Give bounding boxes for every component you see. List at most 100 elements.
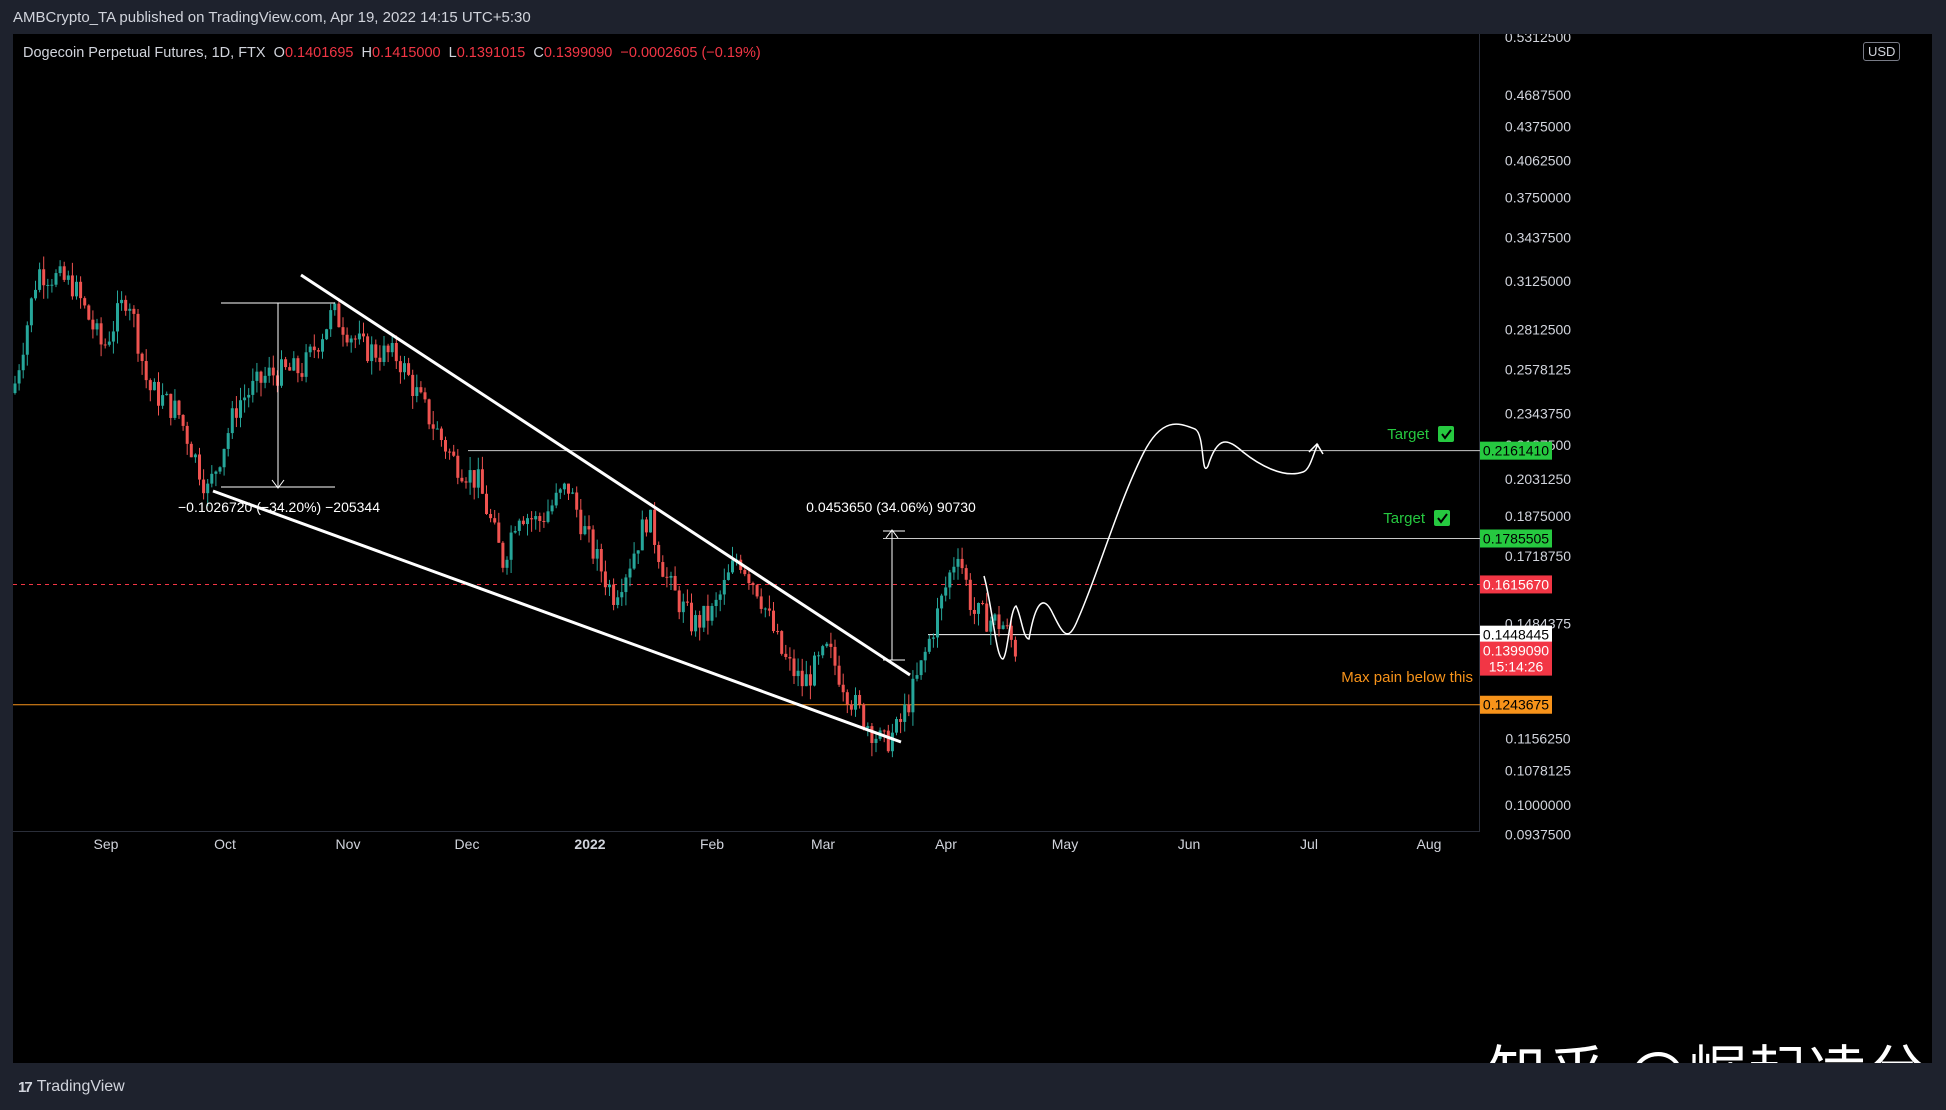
candle-body — [116, 303, 119, 332]
measure-arrow — [271, 479, 285, 489]
y-tick-label: 0.4375000 — [1505, 118, 1571, 134]
candle-body — [382, 345, 386, 363]
candle-body — [821, 646, 825, 656]
price-label: 0.1243675 — [1483, 697, 1549, 713]
candle-body — [427, 399, 431, 425]
candle-body — [448, 451, 452, 453]
candle-body — [169, 393, 173, 418]
candle-body — [218, 467, 222, 472]
y-tick-label: 0.2343750 — [1505, 405, 1571, 421]
candle-body — [915, 675, 919, 679]
projection-path — [983, 423, 1324, 660]
x-tick-label: Apr — [935, 836, 957, 852]
candle-body — [575, 492, 579, 510]
candle-body — [464, 481, 468, 483]
candle-body — [608, 584, 611, 588]
candle-body — [173, 400, 177, 418]
candle-body — [521, 520, 525, 525]
candle-body — [673, 575, 677, 591]
candle-body — [591, 529, 595, 559]
candle-body — [636, 550, 640, 554]
candle-body — [583, 526, 587, 535]
candle-body — [107, 341, 111, 345]
price-label-bg — [1480, 695, 1552, 714]
candle-body — [731, 560, 734, 573]
candle-body — [595, 549, 599, 559]
candle-body — [366, 336, 370, 362]
candle-body — [890, 732, 894, 752]
candle-body — [681, 601, 685, 613]
candle-body — [653, 509, 657, 545]
x-tick-label: 2022 — [574, 836, 605, 852]
candle-body — [624, 577, 628, 593]
candle-body — [185, 425, 189, 444]
candle-body — [665, 576, 669, 578]
chart-area[interactable]: 0.5312500 0.4687500 0.4375000 0.4062500 0.37… — [13, 34, 1932, 1107]
measure-label: 0.0453650 (34.06%) 90730 — [806, 499, 976, 515]
candle-body — [501, 542, 505, 568]
candle-body — [325, 329, 329, 340]
candle-body — [284, 359, 288, 368]
price-label: 0.1448445 — [1483, 627, 1549, 643]
measure-arrow — [885, 529, 899, 539]
candle-body — [75, 281, 78, 297]
candle-body — [558, 489, 562, 493]
candle-body — [439, 428, 443, 441]
y-tick-label: 0.2812500 — [1505, 322, 1571, 338]
price-chart[interactable]: 0.5312500 0.4687500 0.4375000 0.4062500 0.37… — [13, 34, 1932, 1063]
tradingview-logo-icon: 17 — [18, 1078, 33, 1096]
candle-body — [603, 571, 607, 588]
price-axis-panel — [1480, 34, 1932, 1063]
target-label: Target — [1387, 426, 1430, 443]
candle-body — [210, 473, 214, 484]
change-value: −0.0002605 (−0.19%) — [620, 45, 761, 61]
currency-badge[interactable]: USD — [1863, 42, 1901, 61]
candle-body — [948, 572, 952, 588]
candle-body — [669, 575, 673, 578]
candle-body — [640, 519, 644, 551]
candle-body — [710, 605, 714, 621]
candle-body — [415, 387, 419, 397]
candle-body — [189, 443, 193, 458]
candle-body — [419, 387, 423, 393]
candle-body — [649, 509, 652, 533]
candle-body — [202, 479, 206, 494]
candle-body — [157, 381, 160, 406]
candle-body — [198, 454, 201, 480]
candle-body — [472, 470, 476, 488]
measure-label: −0.1026720 (−34.20%) −205344 — [178, 499, 380, 515]
candle-body — [546, 511, 550, 522]
candle-body — [13, 383, 17, 394]
checkbox-icon — [1434, 510, 1450, 526]
high-value: 0.1415000 — [372, 45, 441, 61]
candle-body — [718, 594, 722, 600]
candle-body — [526, 518, 529, 525]
price-label: 0.1785505 — [1483, 530, 1549, 546]
candle-body — [292, 358, 296, 371]
candle-body — [480, 469, 484, 494]
candle-body — [550, 505, 554, 512]
y-tick-label: 0.1000000 — [1505, 797, 1571, 813]
price-label-bg — [1480, 625, 1552, 644]
tradingview-logo[interactable]: 17 TradingView — [18, 1078, 125, 1096]
candle-body — [403, 363, 406, 373]
publisher-info: AMBCrypto_TA published on TradingView.co… — [13, 9, 531, 26]
candle-body — [587, 526, 591, 530]
candle-body — [378, 357, 382, 363]
candle-body — [993, 614, 997, 621]
candle-body — [620, 592, 624, 598]
candle-body — [899, 719, 903, 722]
candle-body — [312, 346, 316, 351]
x-tick-label: Feb — [700, 836, 724, 852]
candle-body — [181, 414, 185, 426]
candle-body — [530, 518, 534, 520]
candle-body — [825, 643, 829, 647]
candle-body — [50, 284, 54, 286]
candle-body — [1001, 625, 1005, 629]
y-tick-label: 0.4062500 — [1505, 153, 1571, 169]
candle-body — [981, 602, 985, 604]
candle-body — [103, 344, 107, 346]
candle-body — [677, 590, 681, 613]
candle-body — [111, 331, 115, 342]
y-tick-label: 0.3750000 — [1505, 189, 1571, 205]
